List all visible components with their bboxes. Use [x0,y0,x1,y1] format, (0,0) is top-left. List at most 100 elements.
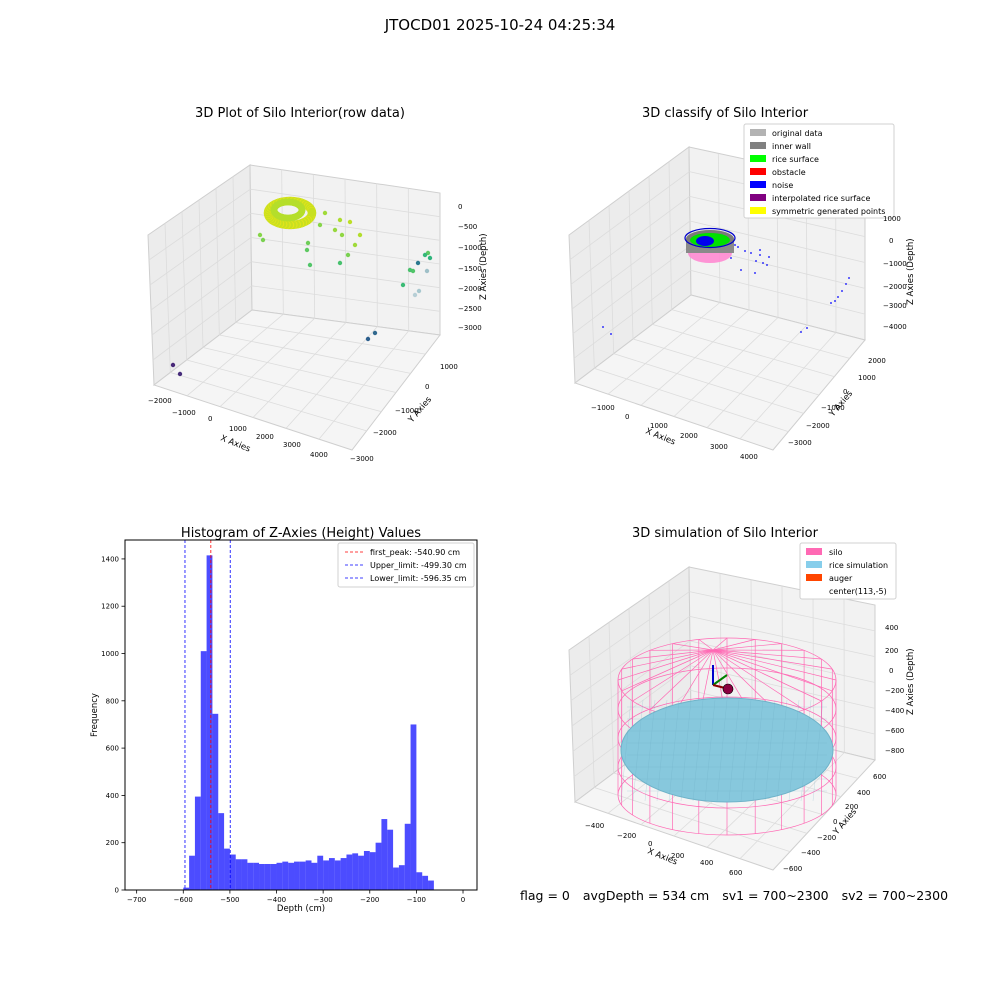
raw-data-3d-plot: 3D Plot of Silo Interior(row data) −2000… [147,106,489,463]
data-point [416,288,422,294]
silo-roof-wire [712,649,822,702]
avg-depth-value: avgDepth = 534 cm [582,888,710,903]
y-tick-label: 0 [115,887,119,895]
y-tick-label: −1000 [821,404,845,412]
noise-point [837,296,839,298]
legend-label: interpolated rice surface [772,194,870,203]
y-tick-label: −2000 [373,429,397,437]
z-tick-label: −1000 [883,260,907,268]
y-tick-label: 600 [106,745,119,753]
legend-swatch [750,207,766,214]
histogram-bar [404,823,411,890]
legend-swatch [750,142,766,149]
data-point [347,219,353,225]
y-tick-label: −200 [817,834,836,842]
data-point [322,210,328,216]
silo-roof-wire [712,649,833,692]
noise-point [841,290,843,292]
noise-point [800,331,802,333]
grid-line [318,330,409,440]
histogram-bar [428,880,434,890]
z-tick-label: 0 [458,203,462,211]
histogram-bar [393,867,399,890]
histogram-bar [375,842,382,890]
y-tick-label: −1000 [395,407,419,415]
mesh-line [620,699,632,802]
mesh-line [716,699,728,802]
grid-line [573,270,691,359]
y-tick-label: −3000 [788,439,812,447]
silo-roof-wire [712,649,833,670]
silo-roof-wire [712,649,837,681]
silo-roof-wire [621,649,714,670]
data-point [400,282,406,288]
legend-swatch [806,587,822,594]
silo-roof-wire [712,637,728,651]
histogram-bar [358,855,364,890]
histogram-chart: Histogram of Z-Axies (Height) Values −70… [90,526,478,914]
mesh-line [632,699,644,802]
z-tick-label: −2500 [458,305,482,313]
x-tick-label: 1000 [229,425,247,433]
noise-point [734,244,736,246]
histogram-bar [259,863,265,890]
mesh-line [764,699,776,802]
legend-label: center(113,-5) [829,587,887,596]
z-tick-label: 400 [885,624,898,632]
chart-title: 3D classify of Silo Interior [642,106,809,121]
noise-point [845,283,847,285]
noise-point [766,264,768,266]
legend-label: rice surface [772,155,819,164]
legend-label: Upper_limit: -499.30 cm [370,561,467,570]
mesh-line [740,699,752,802]
x-tick-label: −500 [220,896,239,904]
y-tick-label: 200 [845,803,858,811]
x-tick-label: 0 [461,896,465,904]
data-point [260,237,266,243]
x-tick-label: 200 [671,852,684,860]
histogram-bar [264,863,271,890]
histogram-bar [398,865,405,890]
mesh-line [800,699,812,802]
data-point [407,267,413,273]
histogram-bar [317,855,324,890]
data-point [345,252,351,258]
y-tick-label: 2000 [868,357,886,365]
x-tick-label: −200 [617,832,636,840]
data-point [337,260,343,266]
z-tick-label: −800 [885,747,904,755]
grid-line [690,269,866,315]
y-tick-label: 400 [857,789,870,797]
histogram-bar [352,853,359,890]
data-point [257,232,263,238]
mesh-line [776,699,788,802]
legend-swatch [750,155,766,162]
figure-title: JTOCD01 2025-10-24 04:25:34 [384,16,616,34]
y-tick-label: 800 [106,697,119,705]
z-tick-label: −4000 [883,323,907,331]
grid-line [152,285,252,361]
histogram-bar [305,860,312,890]
y-tick-label: 0 [425,383,429,391]
flag-value: flag = 0 [520,888,570,903]
x-tick-label: 0 [208,415,212,423]
y-tick-label: −2000 [806,422,830,430]
x-tick-label: 600 [729,869,742,877]
z-tick-label: −2000 [883,283,907,291]
mesh-line [704,699,716,802]
histogram-bar [229,854,236,890]
silo-roof-wire [621,649,714,692]
histogram-bar [422,875,429,890]
sv2-value: sv2 = 700~2300 [841,888,949,903]
z-tick-label: 1000 [883,215,901,223]
simulation-3d-plot: 3D simulation of Silo Interior silo rice … [568,526,916,877]
data-point [298,205,306,213]
legend-label: Lower_limit: -596.35 cm [370,574,467,583]
y-tick-label: 1200 [101,603,119,611]
data-point [424,268,430,274]
histogram-bar [212,713,219,890]
mesh-line [644,699,656,802]
legend-swatch [750,168,766,175]
histogram-bar [416,872,423,890]
z-tick-label: −2000 [458,285,482,293]
